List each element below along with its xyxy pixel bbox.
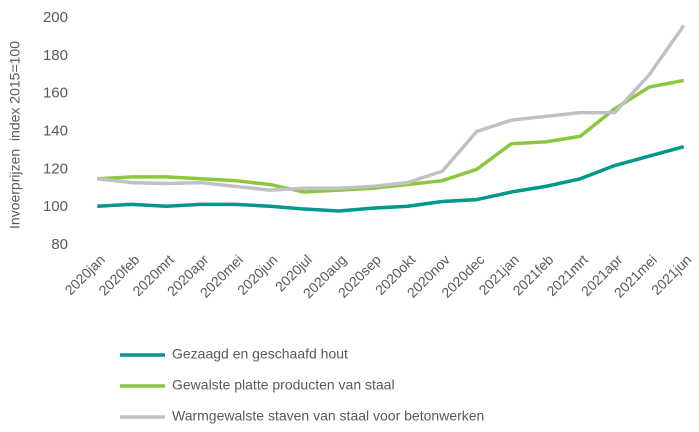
y-tick-label: 180 <box>43 47 68 64</box>
y-axis-label: Invoerprijzen index 2015=100 <box>7 41 23 229</box>
series-line <box>97 78 685 194</box>
legend-label: Gezaagd en geschaafd hout <box>172 346 348 362</box>
y-tick-label: 140 <box>43 122 68 139</box>
y-tick-label: 100 <box>43 198 68 215</box>
y-tick-label: 160 <box>43 85 68 102</box>
series-line <box>97 144 685 213</box>
legend-label: Warmgewalste staven van staal voor beton… <box>172 408 484 424</box>
y-tick-label: 200 <box>43 9 68 26</box>
y-tick-label: 80 <box>51 236 68 253</box>
series-line <box>97 24 686 192</box>
y-tick-label: 120 <box>43 160 68 177</box>
legend-label: Gewalste platte producten van staal <box>172 377 395 393</box>
